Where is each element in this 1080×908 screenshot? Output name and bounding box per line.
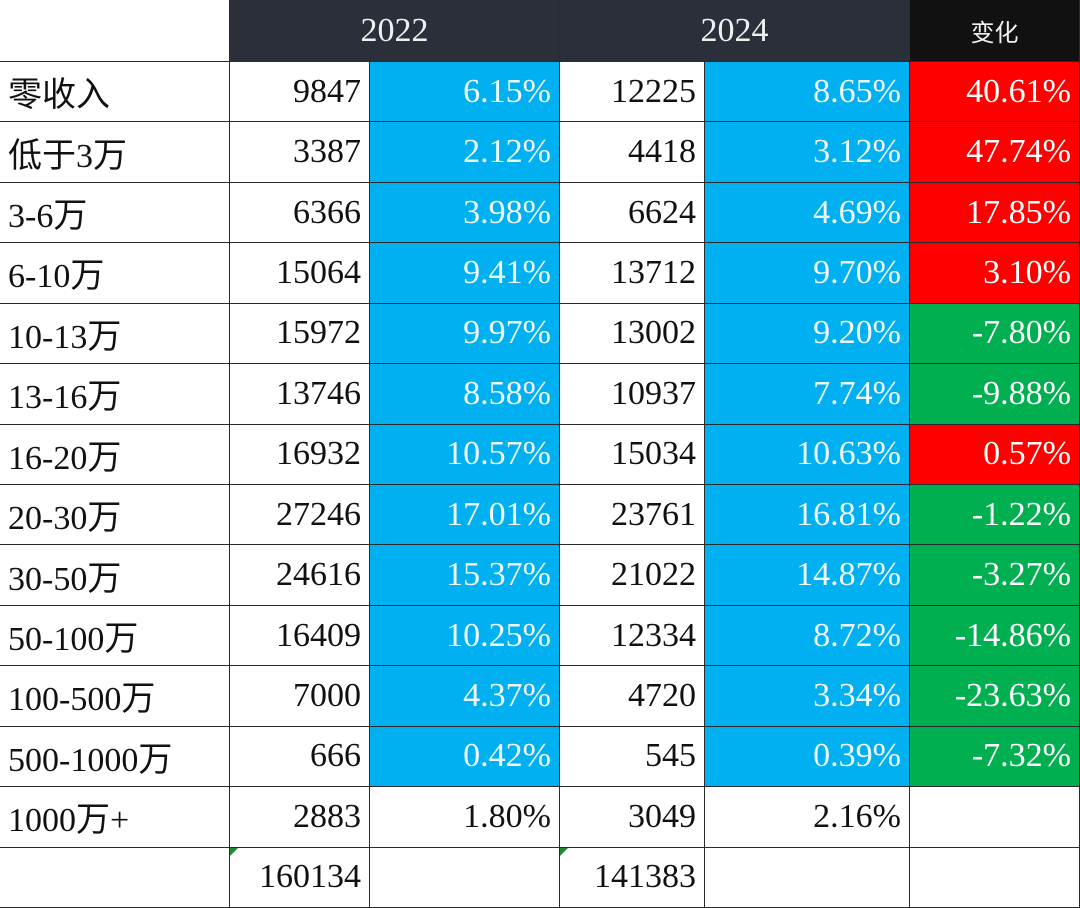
share-cell: 3.12% [705, 122, 910, 183]
count-cell: 13746 [230, 364, 370, 425]
change-cell: -23.63% [910, 666, 1080, 727]
count-cell: 23761 [560, 485, 705, 546]
row-label: 500-1000万 [0, 726, 230, 788]
row-label: 10-13万 [0, 303, 230, 365]
row-label: 100-500万 [0, 666, 230, 727]
share-cell: 1.80% [370, 787, 560, 848]
row-label: 13-16万 [0, 364, 230, 425]
share-cell: 2.16% [705, 787, 910, 848]
cell-marker [560, 847, 568, 856]
cell-marker [230, 847, 238, 856]
row-label: 低于3万 [0, 122, 230, 183]
change-cell: -3.27% [910, 545, 1080, 606]
share-cell: 9.41% [370, 243, 560, 304]
count-cell: 16409 [230, 605, 370, 667]
share-cell: 3.98% [370, 182, 560, 244]
row-label: 16-20万 [0, 424, 230, 485]
count-cell: 16932 [230, 424, 370, 485]
count-cell: 21022 [560, 545, 705, 606]
row-label: 1000万+ [0, 787, 230, 848]
count-cell: 3387 [230, 122, 370, 183]
share-cell: 15.37% [370, 545, 560, 606]
total-cell: 141383 [560, 847, 705, 908]
header-blank [0, 0, 230, 62]
share-cell: 4.69% [705, 182, 910, 244]
share-cell: 17.01% [370, 485, 560, 546]
change-cell [910, 787, 1080, 848]
header-year: 2022 [230, 0, 560, 62]
change-cell: 40.61% [910, 62, 1080, 123]
share-cell: 10.57% [370, 424, 560, 485]
row-label: 6-10万 [0, 243, 230, 304]
change-cell: -9.88% [910, 364, 1080, 425]
change-cell: 0.57% [910, 424, 1080, 485]
share-cell: 0.42% [370, 726, 560, 788]
share-cell: 2.12% [370, 122, 560, 183]
share-cell: 8.65% [705, 62, 910, 123]
count-cell: 6624 [560, 182, 705, 244]
count-cell: 7000 [230, 666, 370, 727]
change-cell: 47.74% [910, 122, 1080, 183]
count-cell: 3049 [560, 787, 705, 848]
count-cell: 13712 [560, 243, 705, 304]
count-cell: 12334 [560, 605, 705, 667]
change-cell: -1.22% [910, 485, 1080, 546]
total-cell: 160134 [230, 847, 370, 908]
row-label: 50-100万 [0, 605, 230, 667]
count-cell: 6366 [230, 182, 370, 244]
share-cell: 9.70% [705, 243, 910, 304]
row-label: 30-50万 [0, 545, 230, 606]
count-cell: 15064 [230, 243, 370, 304]
empty-cell [705, 847, 910, 908]
count-cell: 9847 [230, 62, 370, 123]
share-cell: 0.39% [705, 726, 910, 788]
change-cell: 17.85% [910, 182, 1080, 244]
count-cell: 10937 [560, 364, 705, 425]
share-cell: 10.25% [370, 605, 560, 667]
count-cell: 13002 [560, 303, 705, 365]
share-cell: 3.34% [705, 666, 910, 727]
count-cell: 12225 [560, 62, 705, 123]
header-year: 2024 [560, 0, 910, 62]
count-cell: 666 [230, 726, 370, 788]
share-cell: 16.81% [705, 485, 910, 546]
share-cell: 9.20% [705, 303, 910, 365]
change-cell: -7.32% [910, 726, 1080, 788]
empty-cell [370, 847, 560, 908]
share-cell: 8.72% [705, 605, 910, 667]
header-change: 变化 [910, 0, 1080, 62]
count-cell: 15034 [560, 424, 705, 485]
change-cell: -7.80% [910, 303, 1080, 365]
empty-cell [910, 847, 1080, 908]
share-cell: 4.37% [370, 666, 560, 727]
row-label: 20-30万 [0, 485, 230, 546]
row-label: 3-6万 [0, 182, 230, 244]
count-cell: 545 [560, 726, 705, 788]
share-cell: 9.97% [370, 303, 560, 365]
share-cell: 8.58% [370, 364, 560, 425]
share-cell: 7.74% [705, 364, 910, 425]
count-cell: 24616 [230, 545, 370, 606]
count-cell: 27246 [230, 485, 370, 546]
count-cell: 15972 [230, 303, 370, 365]
change-cell: 3.10% [910, 243, 1080, 304]
share-cell: 6.15% [370, 62, 560, 123]
count-cell: 4418 [560, 122, 705, 183]
count-cell: 4720 [560, 666, 705, 727]
change-cell: -14.86% [910, 605, 1080, 667]
count-cell: 2883 [230, 787, 370, 848]
share-cell: 14.87% [705, 545, 910, 606]
share-cell: 10.63% [705, 424, 910, 485]
row-label: 零收入 [0, 62, 230, 123]
total-label [0, 847, 230, 908]
